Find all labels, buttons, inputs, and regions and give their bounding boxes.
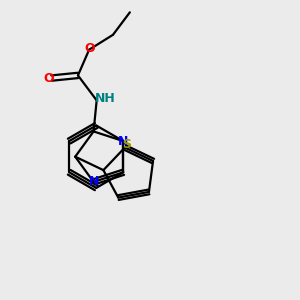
Text: NH: NH <box>95 92 116 105</box>
Text: N: N <box>118 135 128 148</box>
Text: S: S <box>122 138 131 151</box>
Text: O: O <box>84 42 95 55</box>
Text: N: N <box>88 176 99 188</box>
Text: O: O <box>43 72 54 85</box>
